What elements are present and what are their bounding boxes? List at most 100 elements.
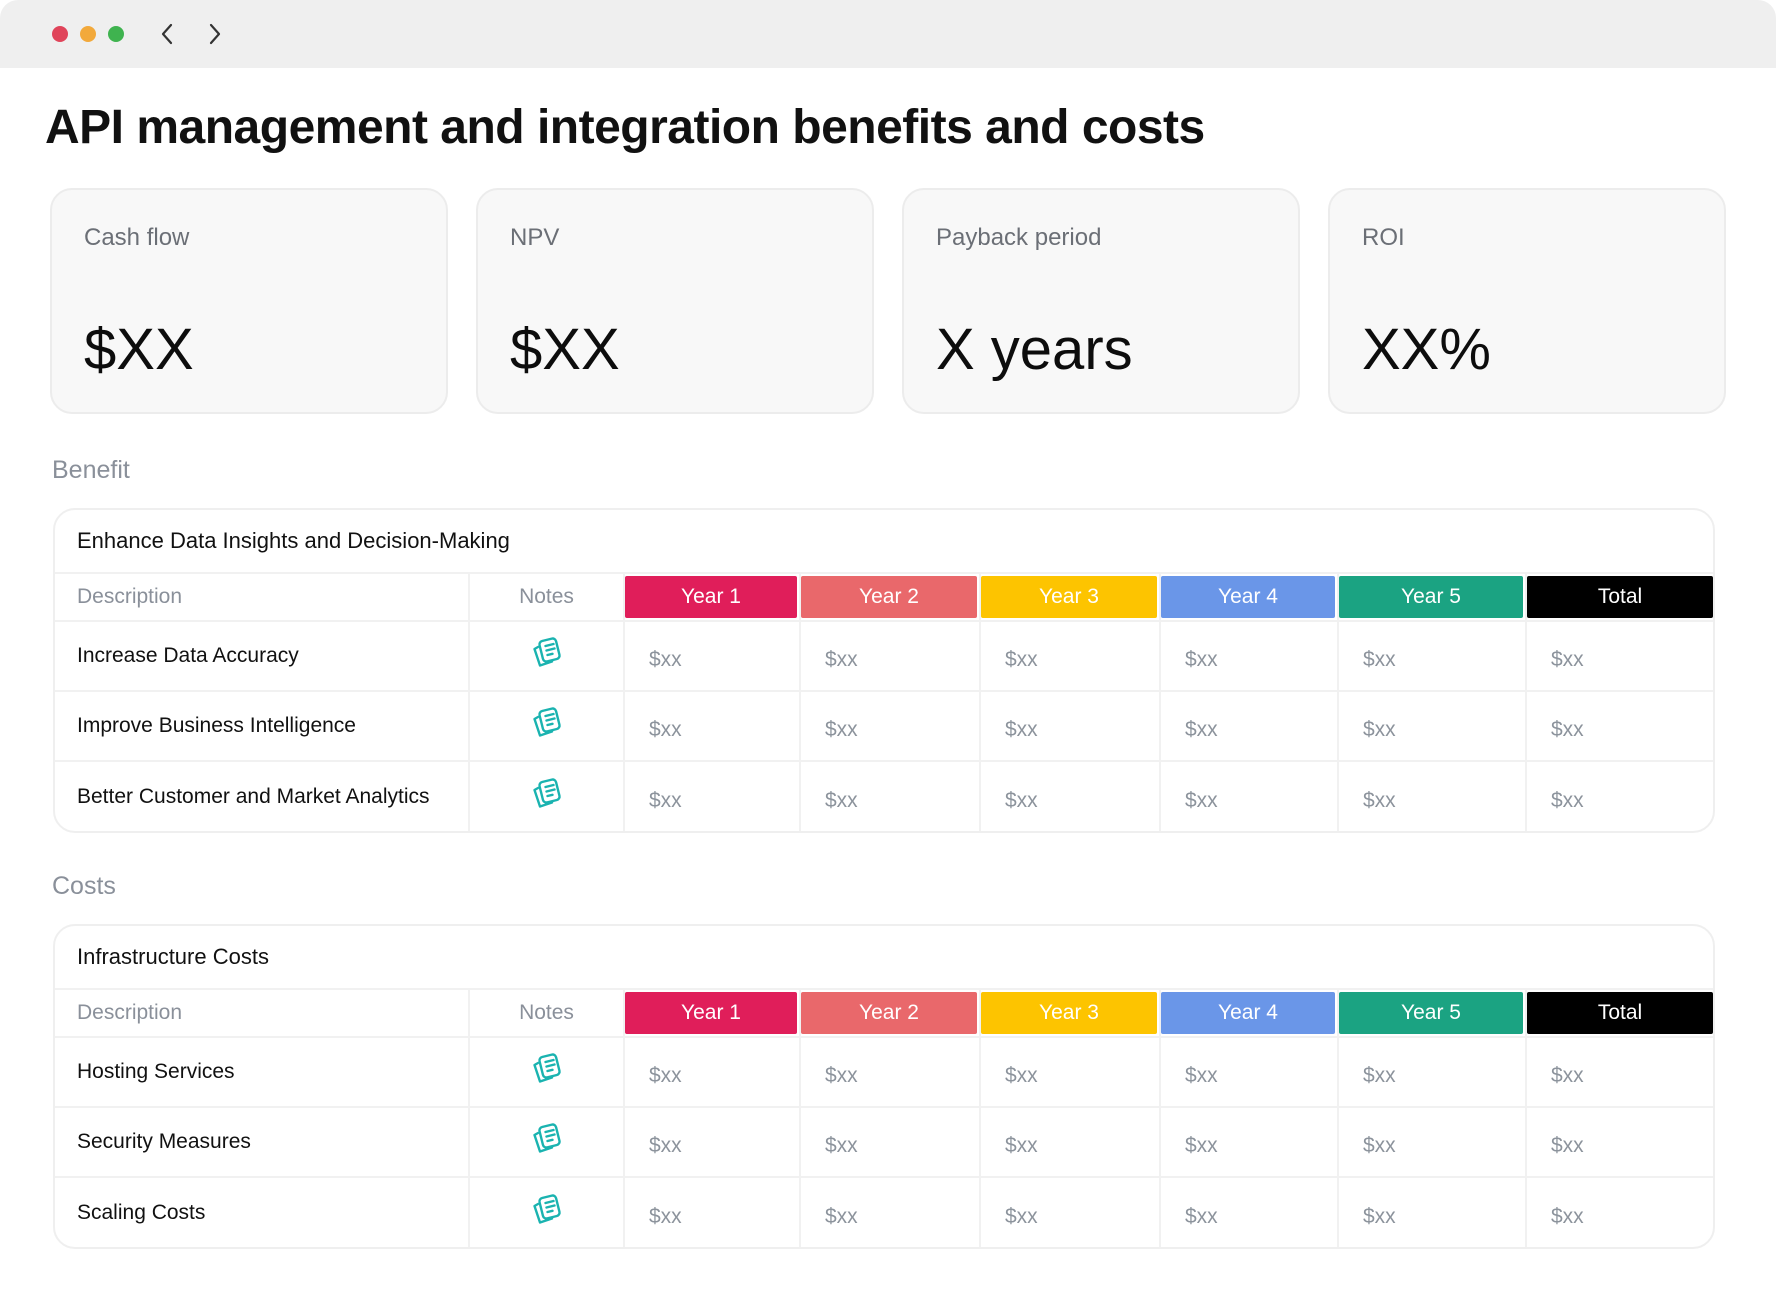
notes-icon[interactable] xyxy=(529,1192,565,1228)
value-cell[interactable]: $xx xyxy=(1338,1037,1527,1108)
column-header-total: Total xyxy=(1526,990,1713,1038)
notes-cell xyxy=(469,621,625,692)
row-description[interactable]: Hosting Services xyxy=(55,1037,470,1108)
value-cell[interactable]: $xx xyxy=(1338,691,1527,762)
section-label-benefit: Benefit xyxy=(52,456,130,484)
table-title: Enhance Data Insights and Decision-Makin… xyxy=(55,510,1713,574)
minimize-window-button[interactable] xyxy=(80,26,96,42)
column-header-pill: Year 4 xyxy=(1161,576,1335,618)
kpi-label: Payback period xyxy=(936,224,1102,251)
value-cell[interactable]: $xx xyxy=(1160,621,1339,692)
notes-icon[interactable] xyxy=(529,776,565,812)
kpi-label: ROI xyxy=(1362,224,1405,251)
value-cell[interactable]: $xx xyxy=(800,1107,981,1178)
notes-icon[interactable] xyxy=(529,635,565,671)
value-cell[interactable]: $xx xyxy=(1526,691,1713,762)
value-cell[interactable]: $xx xyxy=(1526,1037,1713,1108)
value-cell[interactable]: $xx xyxy=(1551,788,1584,812)
row-description[interactable]: Security Measures xyxy=(55,1107,470,1178)
row-description[interactable]: Scaling Costs xyxy=(55,1177,470,1247)
value-cell[interactable]: $xx xyxy=(1338,761,1527,831)
benefit-table-card: Enhance Data Insights and Decision-Makin… xyxy=(53,508,1715,833)
column-header-pill: Year 5 xyxy=(1339,992,1523,1034)
forward-button[interactable] xyxy=(198,17,232,51)
column-header-pill: Total xyxy=(1527,576,1713,618)
kpi-value: $XX xyxy=(84,317,194,382)
column-header-year-5: Year 5 xyxy=(1338,990,1527,1038)
value-cell[interactable]: $xx xyxy=(624,691,801,762)
column-header-pill: Year 3 xyxy=(981,576,1157,618)
value-cell[interactable]: $xx xyxy=(1551,1204,1584,1228)
column-header-year-1: Year 1 xyxy=(624,990,801,1038)
value-cell[interactable]: $xx xyxy=(800,1177,981,1247)
title-bar xyxy=(0,0,1776,68)
costs-table: Description Notes Year 1 Year 2 Year 3 Year 4… xyxy=(55,990,1713,1247)
kpi-value: $XX xyxy=(510,317,620,382)
value-cell[interactable]: $xx xyxy=(980,1177,1161,1247)
value-cell[interactable]: $xx xyxy=(1160,1177,1339,1247)
notes-cell xyxy=(469,1177,625,1247)
column-header-notes: Notes xyxy=(469,574,625,622)
column-header-year-5: Year 5 xyxy=(1338,574,1527,622)
notes-cell xyxy=(469,1037,625,1108)
table-row: Increase Data Accuracy $xx $xx $xx $xx $xx $xx xyxy=(55,621,1713,692)
value-cell[interactable]: $xx xyxy=(624,621,801,692)
kpi-value: X years xyxy=(936,317,1133,382)
notes-cell xyxy=(469,691,625,762)
value-cell[interactable]: $xx xyxy=(1526,1107,1713,1178)
value-cell[interactable]: $xx xyxy=(624,1177,801,1247)
value-cell[interactable]: $xx xyxy=(1160,1037,1339,1108)
value-cell[interactable]: $xx xyxy=(1526,621,1713,692)
zoom-window-button[interactable] xyxy=(108,26,124,42)
value-cell[interactable]: $xx xyxy=(1338,621,1527,692)
value-cell[interactable]: $xx xyxy=(624,761,801,831)
value-cell[interactable]: $xx xyxy=(800,691,981,762)
notes-icon[interactable] xyxy=(529,1051,565,1087)
value-cell[interactable]: $xx xyxy=(980,1107,1161,1178)
section-label-costs: Costs xyxy=(52,872,116,900)
value-cell[interactable]: $xx xyxy=(624,1107,801,1178)
row-description[interactable]: Improve Business Intelligence xyxy=(55,691,470,762)
value-cell[interactable]: $xx xyxy=(980,691,1161,762)
table-row: Improve Business Intelligence $xx $xx $xx $x… xyxy=(55,691,1713,762)
value-cell[interactable]: $xx xyxy=(980,621,1161,692)
value-cell[interactable]: $xx xyxy=(800,761,981,831)
benefit-table: Description Notes Year 1 Year 2 Year 3 Year 4… xyxy=(55,574,1713,831)
table-row: Security Measures $xx $xx $xx $xx $xx $xx xyxy=(55,1107,1713,1178)
column-header-year-4: Year 4 xyxy=(1160,574,1339,622)
value-cell[interactable]: $xx xyxy=(980,761,1161,831)
value-cell[interactable]: $xx xyxy=(1160,1107,1339,1178)
column-header-pill: Year 5 xyxy=(1339,576,1523,618)
column-header-pill: Year 3 xyxy=(981,992,1157,1034)
kpi-card-roi: ROI XX% xyxy=(1328,188,1726,414)
value-cell[interactable]: $xx xyxy=(1338,1177,1527,1247)
value-cell[interactable]: $xx xyxy=(800,621,981,692)
value-cell[interactable]: $xx xyxy=(624,1037,801,1108)
column-header-year-3: Year 3 xyxy=(980,574,1161,622)
back-button[interactable] xyxy=(150,17,184,51)
column-header-notes: Notes xyxy=(469,990,625,1038)
row-description[interactable]: Increase Data Accuracy xyxy=(55,621,470,692)
notes-icon[interactable] xyxy=(529,1121,565,1157)
column-header-year-4: Year 4 xyxy=(1160,990,1339,1038)
kpi-cards: Cash flow $XX NPV $XX Payback period X y… xyxy=(50,188,1726,414)
table-row: Hosting Services $xx $xx $xx $xx $xx $xx xyxy=(55,1037,1713,1108)
column-header-year-2: Year 2 xyxy=(800,990,981,1038)
row-description[interactable]: Better Customer and Market Analytics xyxy=(55,761,470,831)
notes-icon[interactable] xyxy=(529,705,565,741)
value-cell[interactable]: $xx xyxy=(1160,761,1339,831)
column-header-description: Description xyxy=(55,990,470,1038)
kpi-value: XX% xyxy=(1362,317,1491,382)
costs-table-card: Infrastructure Costs Description Notes Year… xyxy=(53,924,1715,1249)
kpi-card-npv: NPV $XX xyxy=(476,188,874,414)
value-cell[interactable]: $xx xyxy=(980,1037,1161,1108)
column-header-description: Description xyxy=(55,574,470,622)
close-window-button[interactable] xyxy=(52,26,68,42)
column-header-pill: Year 1 xyxy=(625,992,797,1034)
value-cell[interactable]: $xx xyxy=(1160,691,1339,762)
value-cell[interactable]: $xx xyxy=(800,1037,981,1108)
table-row: Scaling Costs $xx $xx $xx $xx $xx $xx xyxy=(55,1177,1713,1247)
chevron-left-icon xyxy=(161,23,173,45)
value-cell[interactable]: $xx xyxy=(1338,1107,1527,1178)
